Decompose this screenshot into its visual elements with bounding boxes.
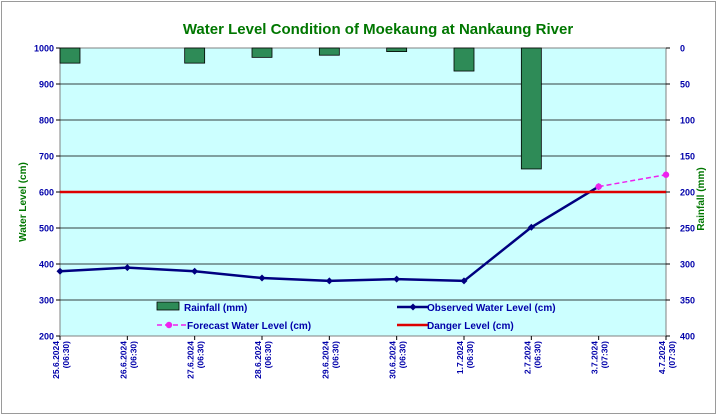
legend-label: Rainfall (mm) [184,303,247,314]
x-tick-date: 3.7.2024 [590,341,600,374]
forecast-point [662,171,670,178]
left-tick-label: 400 [39,260,54,270]
x-tick-time: (06:30) [61,341,71,369]
observed-point [325,277,333,285]
rainfall-bar [520,47,542,170]
x-tick-time: (06:30) [532,341,542,369]
observed-point [460,277,468,285]
right-tick-label: 250 [680,224,695,234]
chart-title: Water Level Condition of Moekaung at Nan… [183,21,573,38]
left-tick-label: 600 [39,188,54,198]
rainfall-bar [386,47,408,52]
rainfall-bar [318,47,340,56]
x-tick-time: (06:30) [196,341,206,369]
left-tick-label: 1000 [34,44,54,54]
right-tick-label: 400 [680,332,695,342]
x-tick-time: (06:30) [398,341,408,369]
right-tick-label: 300 [680,260,695,270]
x-tick-time: (06:30) [263,341,273,369]
forecast-line [598,173,667,188]
rainfall-bar [251,47,273,58]
x-tick-date: 28.6.2024 [253,341,263,379]
legend-swatch-marker [165,321,173,329]
water-level-chart: Water Level Condition of Moekaung at Nan… [18,21,707,379]
left-tick-label: 900 [39,80,54,90]
right-tick-label: 200 [680,188,695,198]
chart-frame: Water Level Condition of Moekaung at Nan… [1,1,716,414]
right-tick-label: 150 [680,152,695,162]
rainfall-bar [59,47,81,64]
left-tick-label: 300 [39,296,54,306]
legend-label: Danger Level (cm) [427,321,514,332]
right-tick-label: 100 [680,116,695,126]
x-tick-time: (06:30) [465,341,475,369]
x-tick-date: 29.6.2024 [320,341,330,379]
left-axis-label: Water Level (cm) [18,162,29,242]
left-tick-label: 500 [39,224,54,234]
left-tick-label: 800 [39,116,54,126]
observed-point [56,267,64,275]
x-tick-date: 1.7.2024 [455,341,465,374]
x-tick-date: 25.6.2024 [51,341,61,379]
x-tick-date: 2.7.2024 [522,341,532,374]
observed-point [527,223,535,231]
right-tick-label: 0 [680,44,685,54]
x-tick-time: (07:30) [600,341,610,369]
right-tick-label: 350 [680,296,695,306]
left-tick-label: 200 [39,332,54,342]
left-tick-label: 700 [39,152,54,162]
x-tick-time: (07:30) [667,341,677,369]
legend-swatch-rainfall [156,301,180,311]
x-tick-date: 27.6.2024 [186,341,196,379]
observed-point [258,274,266,282]
observed-point [191,267,199,275]
x-tick-date: 4.7.2024 [657,341,667,374]
forecast-point [595,183,602,190]
right-axis-label: Rainfall (mm) [696,167,707,230]
x-tick-time: (06:30) [128,341,138,369]
legend-label: Observed Water Level (cm) [427,303,556,314]
legend-swatch-marker [409,303,417,311]
right-tick-label: 50 [680,80,690,90]
x-tick-time: (06:30) [330,341,340,369]
x-tick-date: 26.6.2024 [118,341,128,379]
observed-point [393,275,401,283]
rainfall-bar [453,47,475,72]
x-tick-date: 30.6.2024 [388,341,398,379]
legend-label: Forecast Water Level (cm) [187,321,311,332]
observed-point [123,264,131,272]
rainfall-bar [184,47,206,64]
